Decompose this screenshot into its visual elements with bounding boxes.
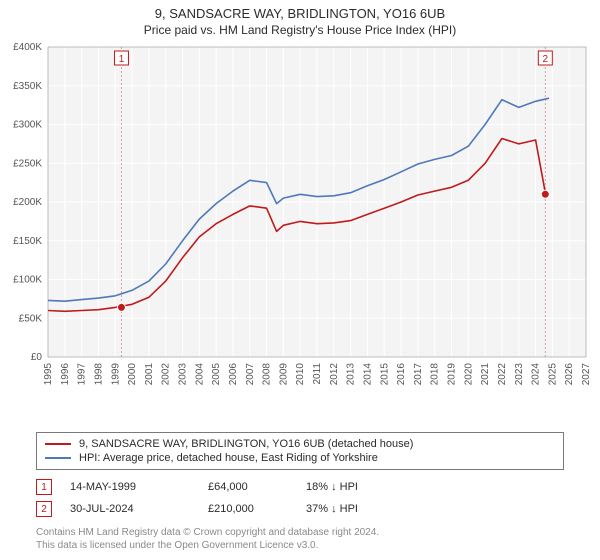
svg-text:2016: 2016 (396, 363, 407, 386)
svg-text:2007: 2007 (245, 363, 256, 386)
svg-text:2008: 2008 (262, 363, 273, 386)
legend-item-hpi: HPI: Average price, detached house, East… (45, 451, 555, 465)
svg-text:2004: 2004 (194, 363, 205, 386)
svg-text:£50K: £50K (19, 313, 43, 324)
sale-badge-1: 1 (36, 479, 52, 495)
attribution: Contains HM Land Registry data © Crown c… (36, 526, 564, 552)
attribution-line-2: This data is licensed under the Open Gov… (36, 539, 564, 552)
svg-text:£350K: £350K (13, 81, 42, 92)
svg-text:2006: 2006 (228, 363, 239, 386)
sale-row-1: 1 14-MAY-1999 £64,000 18% ↓ HPI (36, 476, 564, 498)
svg-text:2027: 2027 (581, 363, 592, 386)
svg-text:2025: 2025 (547, 363, 558, 386)
svg-text:£250K: £250K (13, 158, 42, 169)
svg-text:£150K: £150K (13, 236, 42, 247)
svg-text:1995: 1995 (43, 363, 54, 386)
legend-item-subject: 9, SANDSACRE WAY, BRIDLINGTON, YO16 6UB … (45, 437, 555, 451)
chart-container: 9, SANDSACRE WAY, BRIDLINGTON, YO16 6UB … (0, 0, 600, 560)
svg-text:2000: 2000 (127, 363, 138, 386)
svg-text:2019: 2019 (447, 363, 458, 386)
svg-text:1998: 1998 (93, 363, 104, 386)
svg-text:2022: 2022 (497, 363, 508, 386)
svg-text:2005: 2005 (211, 363, 222, 386)
page-subtitle: Price paid vs. HM Land Registry's House … (0, 21, 600, 41)
svg-text:1999: 1999 (110, 363, 121, 386)
legend: 9, SANDSACRE WAY, BRIDLINGTON, YO16 6UB … (36, 432, 564, 470)
svg-text:2002: 2002 (161, 363, 172, 386)
svg-text:2024: 2024 (531, 363, 542, 386)
svg-text:£200K: £200K (13, 197, 42, 208)
sale-badge-2: 2 (36, 501, 52, 517)
sale-price-2: £210,000 (208, 503, 288, 515)
svg-text:£300K: £300K (13, 120, 42, 131)
attribution-line-1: Contains HM Land Registry data © Crown c… (36, 526, 564, 539)
svg-text:2013: 2013 (346, 363, 357, 386)
svg-text:£100K: £100K (13, 275, 42, 286)
line-chart: £0 £50K £100K £150K £200K £250K £300K £350K £400… (6, 41, 594, 389)
svg-text:£400K: £400K (13, 42, 42, 53)
sale-date-2: 30-JUL-2024 (70, 503, 190, 515)
svg-text:2012: 2012 (329, 363, 340, 386)
chart-area: £0 £50K £100K £150K £200K £250K £300K £350K £400… (6, 41, 594, 426)
sale-hpi-delta-2: 37% ↓ HPI (306, 503, 386, 515)
svg-text:2021: 2021 (480, 363, 491, 386)
sale-date-1: 14-MAY-1999 (70, 481, 190, 493)
sale-price-1: £64,000 (208, 481, 288, 493)
svg-text:£0: £0 (31, 352, 43, 363)
svg-text:2001: 2001 (144, 363, 155, 386)
svg-text:2009: 2009 (278, 363, 289, 386)
svg-text:2014: 2014 (362, 363, 373, 386)
svg-text:2003: 2003 (178, 363, 189, 386)
svg-text:2023: 2023 (514, 363, 525, 386)
sales-table: 1 14-MAY-1999 £64,000 18% ↓ HPI 2 30-JUL… (36, 476, 564, 520)
svg-text:1997: 1997 (77, 363, 88, 386)
sale-row-2: 2 30-JUL-2024 £210,000 37% ↓ HPI (36, 498, 564, 520)
svg-text:2018: 2018 (430, 363, 441, 386)
legend-swatch-subject (45, 443, 71, 445)
page-title: 9, SANDSACRE WAY, BRIDLINGTON, YO16 6UB (0, 0, 600, 21)
svg-text:2020: 2020 (463, 363, 474, 386)
sale-hpi-delta-1: 18% ↓ HPI (306, 481, 386, 493)
svg-text:1: 1 (119, 54, 125, 65)
legend-swatch-hpi (45, 457, 71, 459)
svg-text:2011: 2011 (312, 363, 323, 385)
legend-label-subject: 9, SANDSACRE WAY, BRIDLINGTON, YO16 6UB … (79, 438, 413, 450)
legend-label-hpi: HPI: Average price, detached house, East… (79, 452, 378, 464)
svg-text:2017: 2017 (413, 363, 424, 386)
svg-text:2010: 2010 (295, 363, 306, 386)
svg-text:1996: 1996 (60, 363, 71, 386)
svg-text:2: 2 (543, 54, 549, 65)
svg-text:2026: 2026 (564, 363, 575, 386)
svg-text:2015: 2015 (379, 363, 390, 386)
